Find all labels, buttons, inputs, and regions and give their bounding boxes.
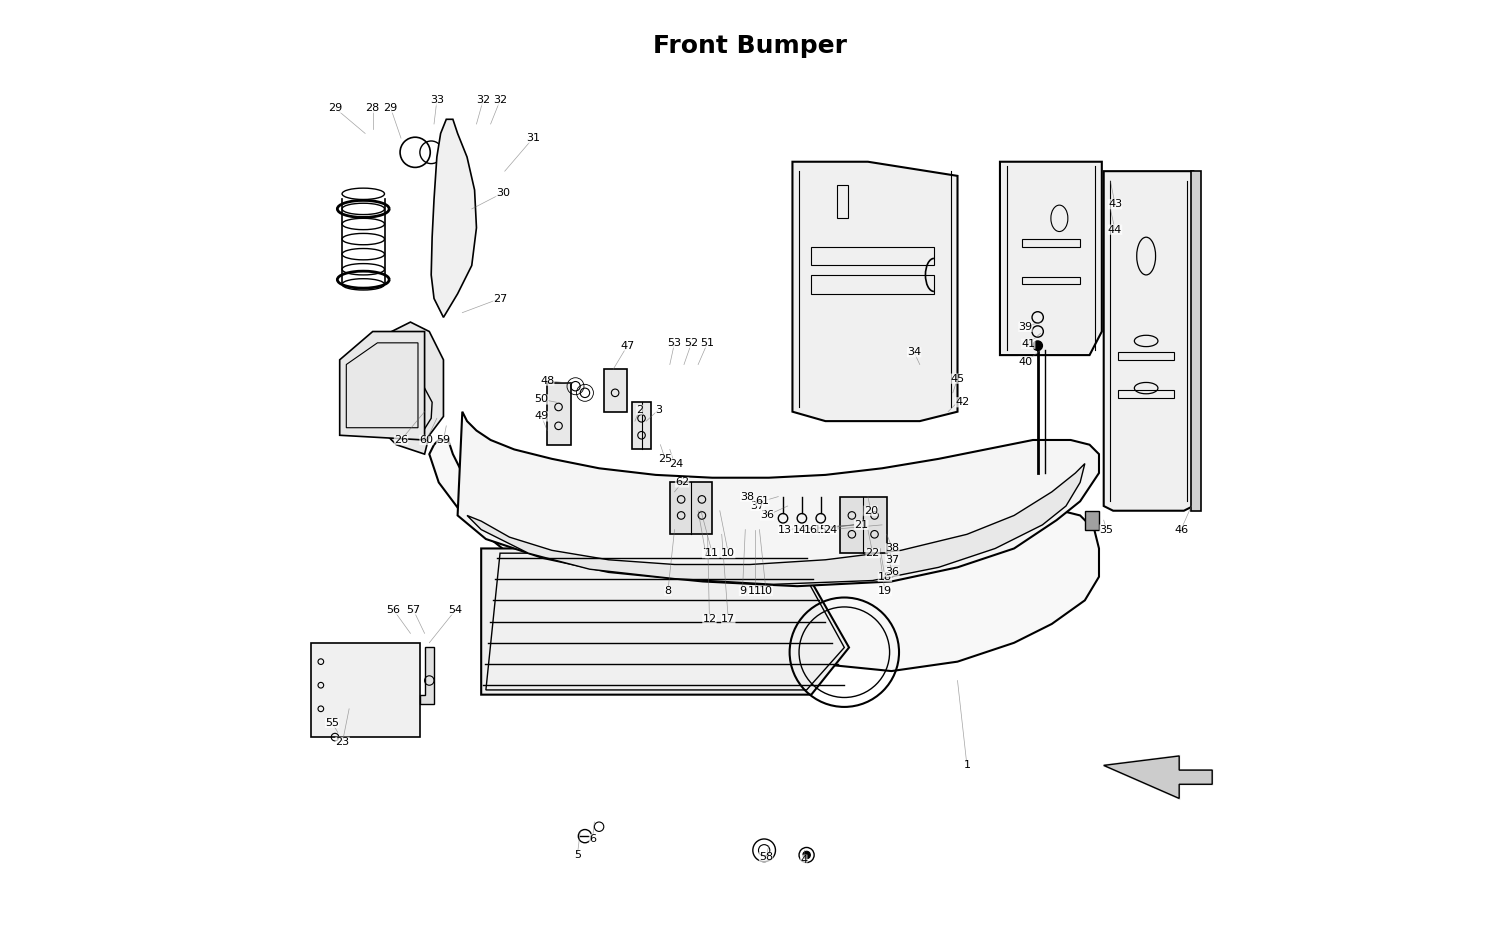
Text: 62: 62: [675, 478, 688, 487]
Text: 36: 36: [760, 511, 774, 520]
Text: 55: 55: [326, 718, 339, 728]
Text: 60: 60: [420, 435, 434, 445]
Polygon shape: [604, 369, 627, 412]
Text: 48: 48: [540, 376, 555, 386]
Polygon shape: [1104, 171, 1194, 511]
Text: 32: 32: [494, 96, 507, 105]
Text: 15: 15: [813, 525, 828, 534]
Text: 7: 7: [702, 548, 709, 558]
Text: 27: 27: [494, 293, 507, 304]
Text: 26: 26: [394, 435, 408, 445]
Polygon shape: [670, 482, 712, 534]
Text: 37: 37: [885, 554, 900, 565]
Polygon shape: [482, 549, 849, 694]
Polygon shape: [548, 383, 572, 445]
Text: 37: 37: [750, 501, 765, 511]
Text: 20: 20: [864, 506, 877, 516]
Text: 29: 29: [384, 103, 398, 113]
Text: 25: 25: [658, 454, 672, 464]
Text: 54: 54: [448, 604, 464, 615]
Text: 32: 32: [476, 96, 490, 105]
Text: 33: 33: [430, 96, 444, 105]
Polygon shape: [429, 440, 1100, 671]
Text: 45: 45: [951, 374, 964, 384]
Text: 24: 24: [669, 459, 684, 468]
Text: 19: 19: [878, 586, 892, 596]
Text: 13: 13: [778, 525, 792, 534]
Text: 53: 53: [668, 338, 681, 348]
Text: 58: 58: [759, 852, 772, 862]
Text: 11: 11: [747, 586, 762, 596]
Text: 31: 31: [526, 133, 540, 143]
Text: 2: 2: [636, 405, 644, 414]
Text: 8: 8: [664, 586, 672, 596]
Text: 11: 11: [705, 548, 720, 558]
Circle shape: [1034, 341, 1042, 350]
Polygon shape: [420, 647, 434, 704]
Text: 12: 12: [702, 614, 717, 624]
Text: 39: 39: [1019, 322, 1032, 332]
Text: 3: 3: [656, 405, 662, 414]
Text: 29: 29: [328, 103, 342, 113]
Text: 52: 52: [684, 338, 699, 348]
Text: 47: 47: [621, 341, 634, 351]
Polygon shape: [458, 412, 1100, 587]
Text: 10: 10: [722, 548, 735, 558]
Polygon shape: [339, 331, 424, 440]
Text: 56: 56: [387, 604, 400, 615]
Polygon shape: [1104, 756, 1212, 798]
FancyBboxPatch shape: [312, 642, 420, 737]
Text: 14: 14: [794, 525, 807, 534]
Text: 9: 9: [740, 586, 746, 596]
Text: 30: 30: [496, 188, 510, 198]
Polygon shape: [372, 322, 444, 454]
Text: Front Bumper: Front Bumper: [652, 34, 847, 59]
Text: 61: 61: [756, 497, 770, 506]
Polygon shape: [1000, 162, 1102, 355]
Text: 59: 59: [436, 435, 450, 445]
Polygon shape: [466, 464, 1084, 585]
Text: 16: 16: [804, 525, 819, 534]
Text: 23: 23: [336, 737, 350, 746]
Text: 38: 38: [740, 492, 754, 501]
Text: 41: 41: [1022, 339, 1035, 349]
Circle shape: [802, 851, 810, 859]
Text: 34: 34: [908, 347, 921, 358]
Text: 5: 5: [574, 850, 580, 860]
Text: 38: 38: [885, 543, 900, 553]
Text: 24: 24: [824, 525, 837, 534]
Text: 28: 28: [366, 103, 380, 113]
Text: 35: 35: [1100, 525, 1113, 534]
Polygon shape: [632, 402, 651, 449]
Text: 21: 21: [853, 520, 868, 530]
Text: 17: 17: [722, 614, 735, 624]
Text: 36: 36: [885, 567, 900, 577]
Text: 43: 43: [1108, 200, 1122, 209]
Text: 4: 4: [800, 855, 807, 865]
Text: 51: 51: [700, 338, 714, 348]
Text: 22: 22: [865, 548, 879, 558]
Polygon shape: [1084, 511, 1100, 530]
Text: 18: 18: [878, 571, 892, 582]
Text: 1: 1: [963, 761, 970, 770]
Text: 46: 46: [1174, 525, 1188, 534]
Polygon shape: [840, 497, 886, 553]
Text: 44: 44: [1108, 224, 1122, 235]
Polygon shape: [792, 162, 957, 421]
Text: 40: 40: [1019, 357, 1032, 367]
Text: 6: 6: [590, 834, 596, 844]
Text: 10: 10: [759, 586, 772, 596]
FancyBboxPatch shape: [1191, 171, 1202, 511]
Polygon shape: [430, 119, 477, 317]
Text: 57: 57: [406, 604, 420, 615]
Text: 42: 42: [956, 397, 969, 408]
Text: 49: 49: [534, 412, 549, 421]
Text: 50: 50: [534, 394, 549, 405]
